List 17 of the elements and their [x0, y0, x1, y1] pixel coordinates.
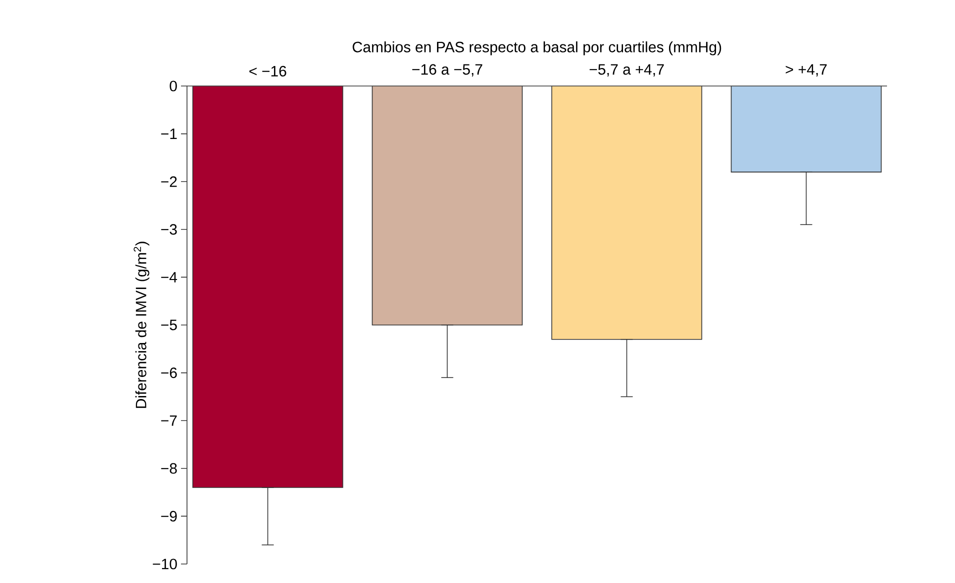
y-tick-label: −8	[161, 463, 177, 474]
y-axis-title: Diferencia de IMVI (g/m$^{2}$)	[134, 242, 150, 408]
x-tick-label: −16 a −5,7	[412, 64, 482, 76]
y-tick-label: −6	[161, 368, 177, 378]
y-tick-label: −10	[152, 558, 177, 570]
x-tick-label: −5,7 a +4,7	[590, 64, 664, 76]
y-tick-label: −4	[161, 272, 178, 282]
y-tick-label: −2	[161, 176, 177, 187]
x-axis-title: Cambios en PAS respecto a basal por cuartiles (mmHg)	[352, 41, 722, 56]
y-tick-label: −1	[161, 128, 177, 139]
y-tick-label: −5	[161, 320, 177, 330]
x-tick-label: < −16	[249, 66, 286, 76]
y-tick-label: −9	[161, 510, 177, 522]
y-tick-label: −7	[161, 415, 177, 426]
y-tick-label: −3	[161, 224, 177, 235]
x-tick-label: > +4,7	[786, 64, 827, 76]
y-tick-label: 0	[170, 80, 177, 92]
